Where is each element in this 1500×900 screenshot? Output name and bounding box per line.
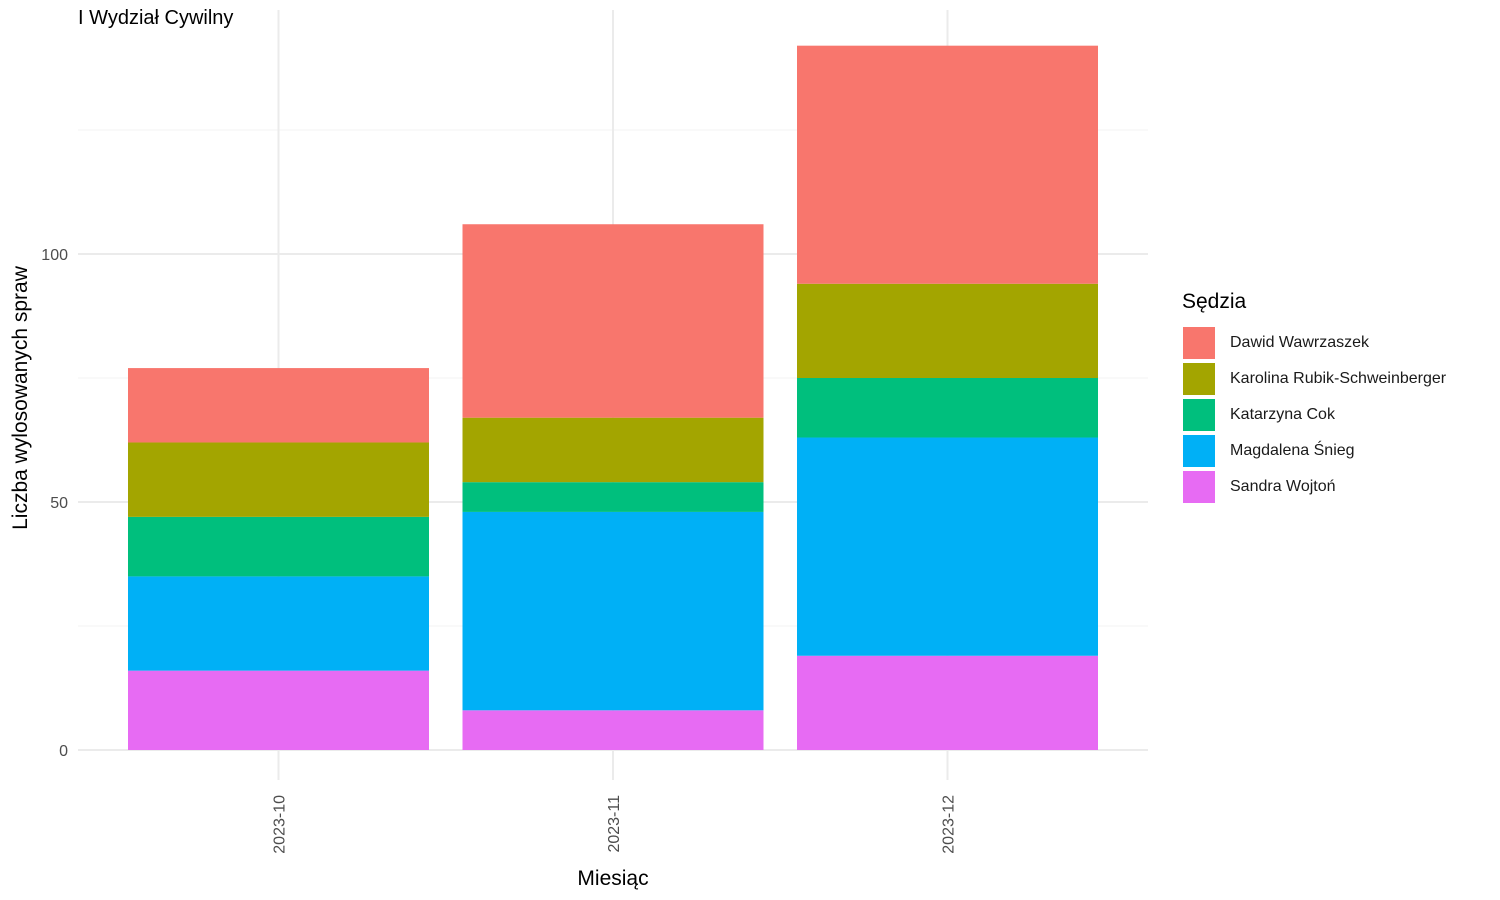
bar-segment [128, 442, 429, 517]
bar-segment [128, 670, 429, 750]
legend-item: Magdalena Śnieg [1182, 433, 1446, 469]
bar-segment [128, 576, 429, 671]
legend: Sędzia Dawid Wawrzaszek Karolina Rubik-Sc… [1182, 290, 1446, 505]
legend-item: Karolina Rubik-Schweinberger [1182, 361, 1446, 397]
legend-swatch [1182, 362, 1216, 396]
x-axis-label: Miesiąc [577, 867, 648, 890]
legend-label: Sandra Wojtoń [1230, 478, 1336, 495]
bar-segment [462, 224, 764, 418]
bar-segment [797, 655, 1098, 750]
legend-swatch [1182, 398, 1216, 432]
legend-items: Dawid Wawrzaszek Karolina Rubik-Schweinbe… [1182, 325, 1446, 505]
y-tick-label: 0 [59, 743, 68, 760]
y-axis-label: Liczba wylosowanych spraw [9, 265, 32, 530]
bar-segment [128, 368, 429, 443]
bars [128, 45, 1098, 750]
legend-item: Katarzyna Cok [1182, 397, 1446, 433]
x-tick-label: 2023-10 [272, 795, 289, 854]
x-tick-label: 2023-12 [941, 795, 958, 854]
x-tick-label: 2023-11 [606, 795, 623, 853]
legend-title: Sędzia [1182, 290, 1247, 313]
bar-segment [462, 710, 764, 750]
bar-segment [462, 417, 764, 483]
y-axis-ticks: 0 50 100 [41, 247, 68, 760]
legend-label: Karolina Rubik-Schweinberger [1230, 370, 1447, 387]
legend-label: Magdalena Śnieg [1230, 442, 1355, 459]
bar-segment [128, 516, 429, 577]
bar-segment [797, 45, 1098, 284]
bar-segment [797, 283, 1098, 378]
chart-title: I Wydział Cywilny [78, 7, 234, 29]
legend-swatch [1182, 434, 1216, 468]
legend-item: Sandra Wojtoń [1182, 469, 1446, 505]
bar-segment [462, 511, 764, 711]
x-axis-ticks: 2023-10 2023-11 2023-12 [272, 795, 958, 854]
bar-segment [797, 437, 1098, 656]
legend-item: Dawid Wawrzaszek [1182, 325, 1446, 361]
legend-swatch [1182, 326, 1216, 360]
bar-segment [797, 378, 1098, 438]
legend-label: Dawid Wawrzaszek [1230, 334, 1369, 351]
bar-segment [462, 482, 764, 512]
legend-label: Katarzyna Cok [1230, 406, 1335, 423]
legend-swatch [1182, 470, 1216, 504]
y-tick-label: 100 [41, 247, 68, 264]
y-tick-label: 50 [50, 495, 68, 512]
